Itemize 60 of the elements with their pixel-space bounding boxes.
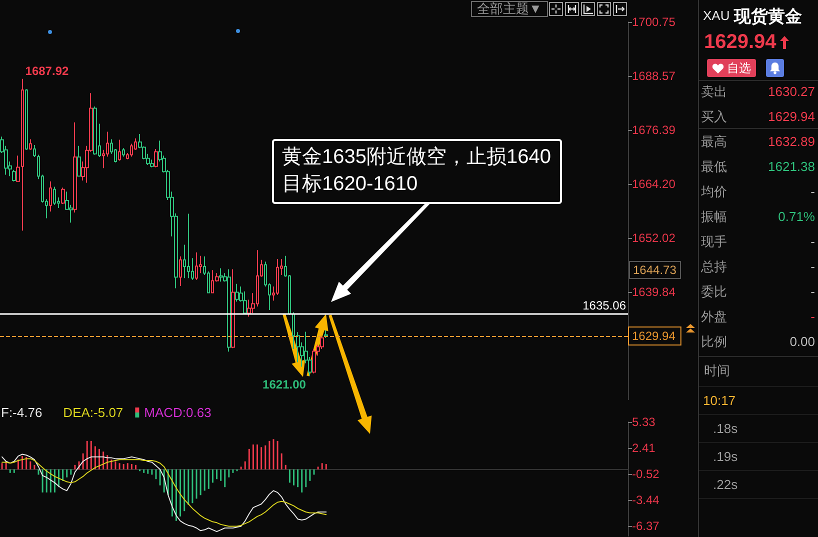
text: - — [810, 184, 815, 199]
candlestick — [312, 348, 316, 374]
text: .19s — [713, 448, 738, 466]
text: - — [810, 259, 815, 274]
y-tick-label: 2.41 — [632, 440, 656, 455]
text: 1632.89 — [768, 134, 815, 149]
annotation: 1621.00 — [262, 378, 306, 392]
text: 自选 — [727, 60, 751, 76]
text: .18s — [713, 420, 738, 438]
text: - — [810, 234, 815, 249]
category-label: 委比 — [701, 283, 727, 301]
candlestick — [187, 213, 190, 279]
y-tick-label: 1700.75 — [632, 15, 676, 29]
candlestick — [195, 252, 198, 280]
text: .22s — [713, 476, 738, 494]
note-box: 黄金1635附近做空，止损1640 目标1620-1610 — [272, 139, 562, 204]
price-box: 1644.73 — [629, 261, 682, 279]
y-tick-label: 1664.20 — [632, 177, 676, 192]
legend-label: MACD:0.63 — [144, 405, 212, 420]
candlestick — [243, 290, 247, 314]
category-label: 外盘 — [701, 308, 727, 326]
text: - — [810, 284, 815, 299]
text: 0.00 — [790, 334, 815, 349]
candlestick — [227, 268, 231, 352]
category-label: 总持 — [701, 258, 727, 276]
y-tick-label: 1676.39 — [632, 123, 676, 138]
y-tick-label: 1639.84 — [632, 285, 676, 300]
ref-line-label: 1629.94 — [632, 328, 676, 343]
category-label: 买入 — [701, 108, 727, 126]
text: 1629.94 — [768, 109, 815, 124]
ref-line-label: 1635.06 — [582, 298, 626, 312]
text: DEA:-5.07 — [63, 405, 124, 420]
category-label: 振幅 — [701, 208, 727, 226]
text: 10:17 — [703, 392, 736, 410]
candlestick — [219, 268, 223, 282]
text: - — [810, 309, 815, 324]
text: 1630.27 — [768, 84, 815, 99]
category-label: 最高 — [701, 133, 727, 151]
candlestick — [231, 268, 235, 349]
dropdown-box: 全部主题▼ — [471, 1, 548, 17]
y-tick-label: 5.33 — [632, 415, 656, 429]
category-label: 现手 — [701, 233, 727, 251]
text: 1621.38 — [768, 159, 815, 174]
category-label: 比例 — [701, 333, 727, 351]
text: 1629.94 — [704, 31, 776, 53]
category-label: 最低 — [701, 158, 727, 176]
text: XAU — [703, 8, 730, 23]
candlestick — [118, 139, 121, 162]
y-tick-label: 1652.02 — [632, 231, 676, 246]
y-tick-label: 1688.57 — [632, 69, 676, 84]
y-tick-label: -6.37 — [632, 518, 660, 533]
text: 0.71% — [778, 209, 815, 224]
text: 现货黄金 — [734, 6, 802, 28]
annotation: 1687.92 — [25, 64, 69, 78]
text: F:-4.76 — [1, 405, 42, 420]
category-label: 卖出 — [701, 83, 727, 101]
y-tick-label: -0.52 — [632, 466, 660, 481]
category-label: 均价 — [701, 183, 727, 201]
text: 时间 — [704, 362, 730, 380]
y-tick-label: -3.44 — [632, 492, 660, 507]
